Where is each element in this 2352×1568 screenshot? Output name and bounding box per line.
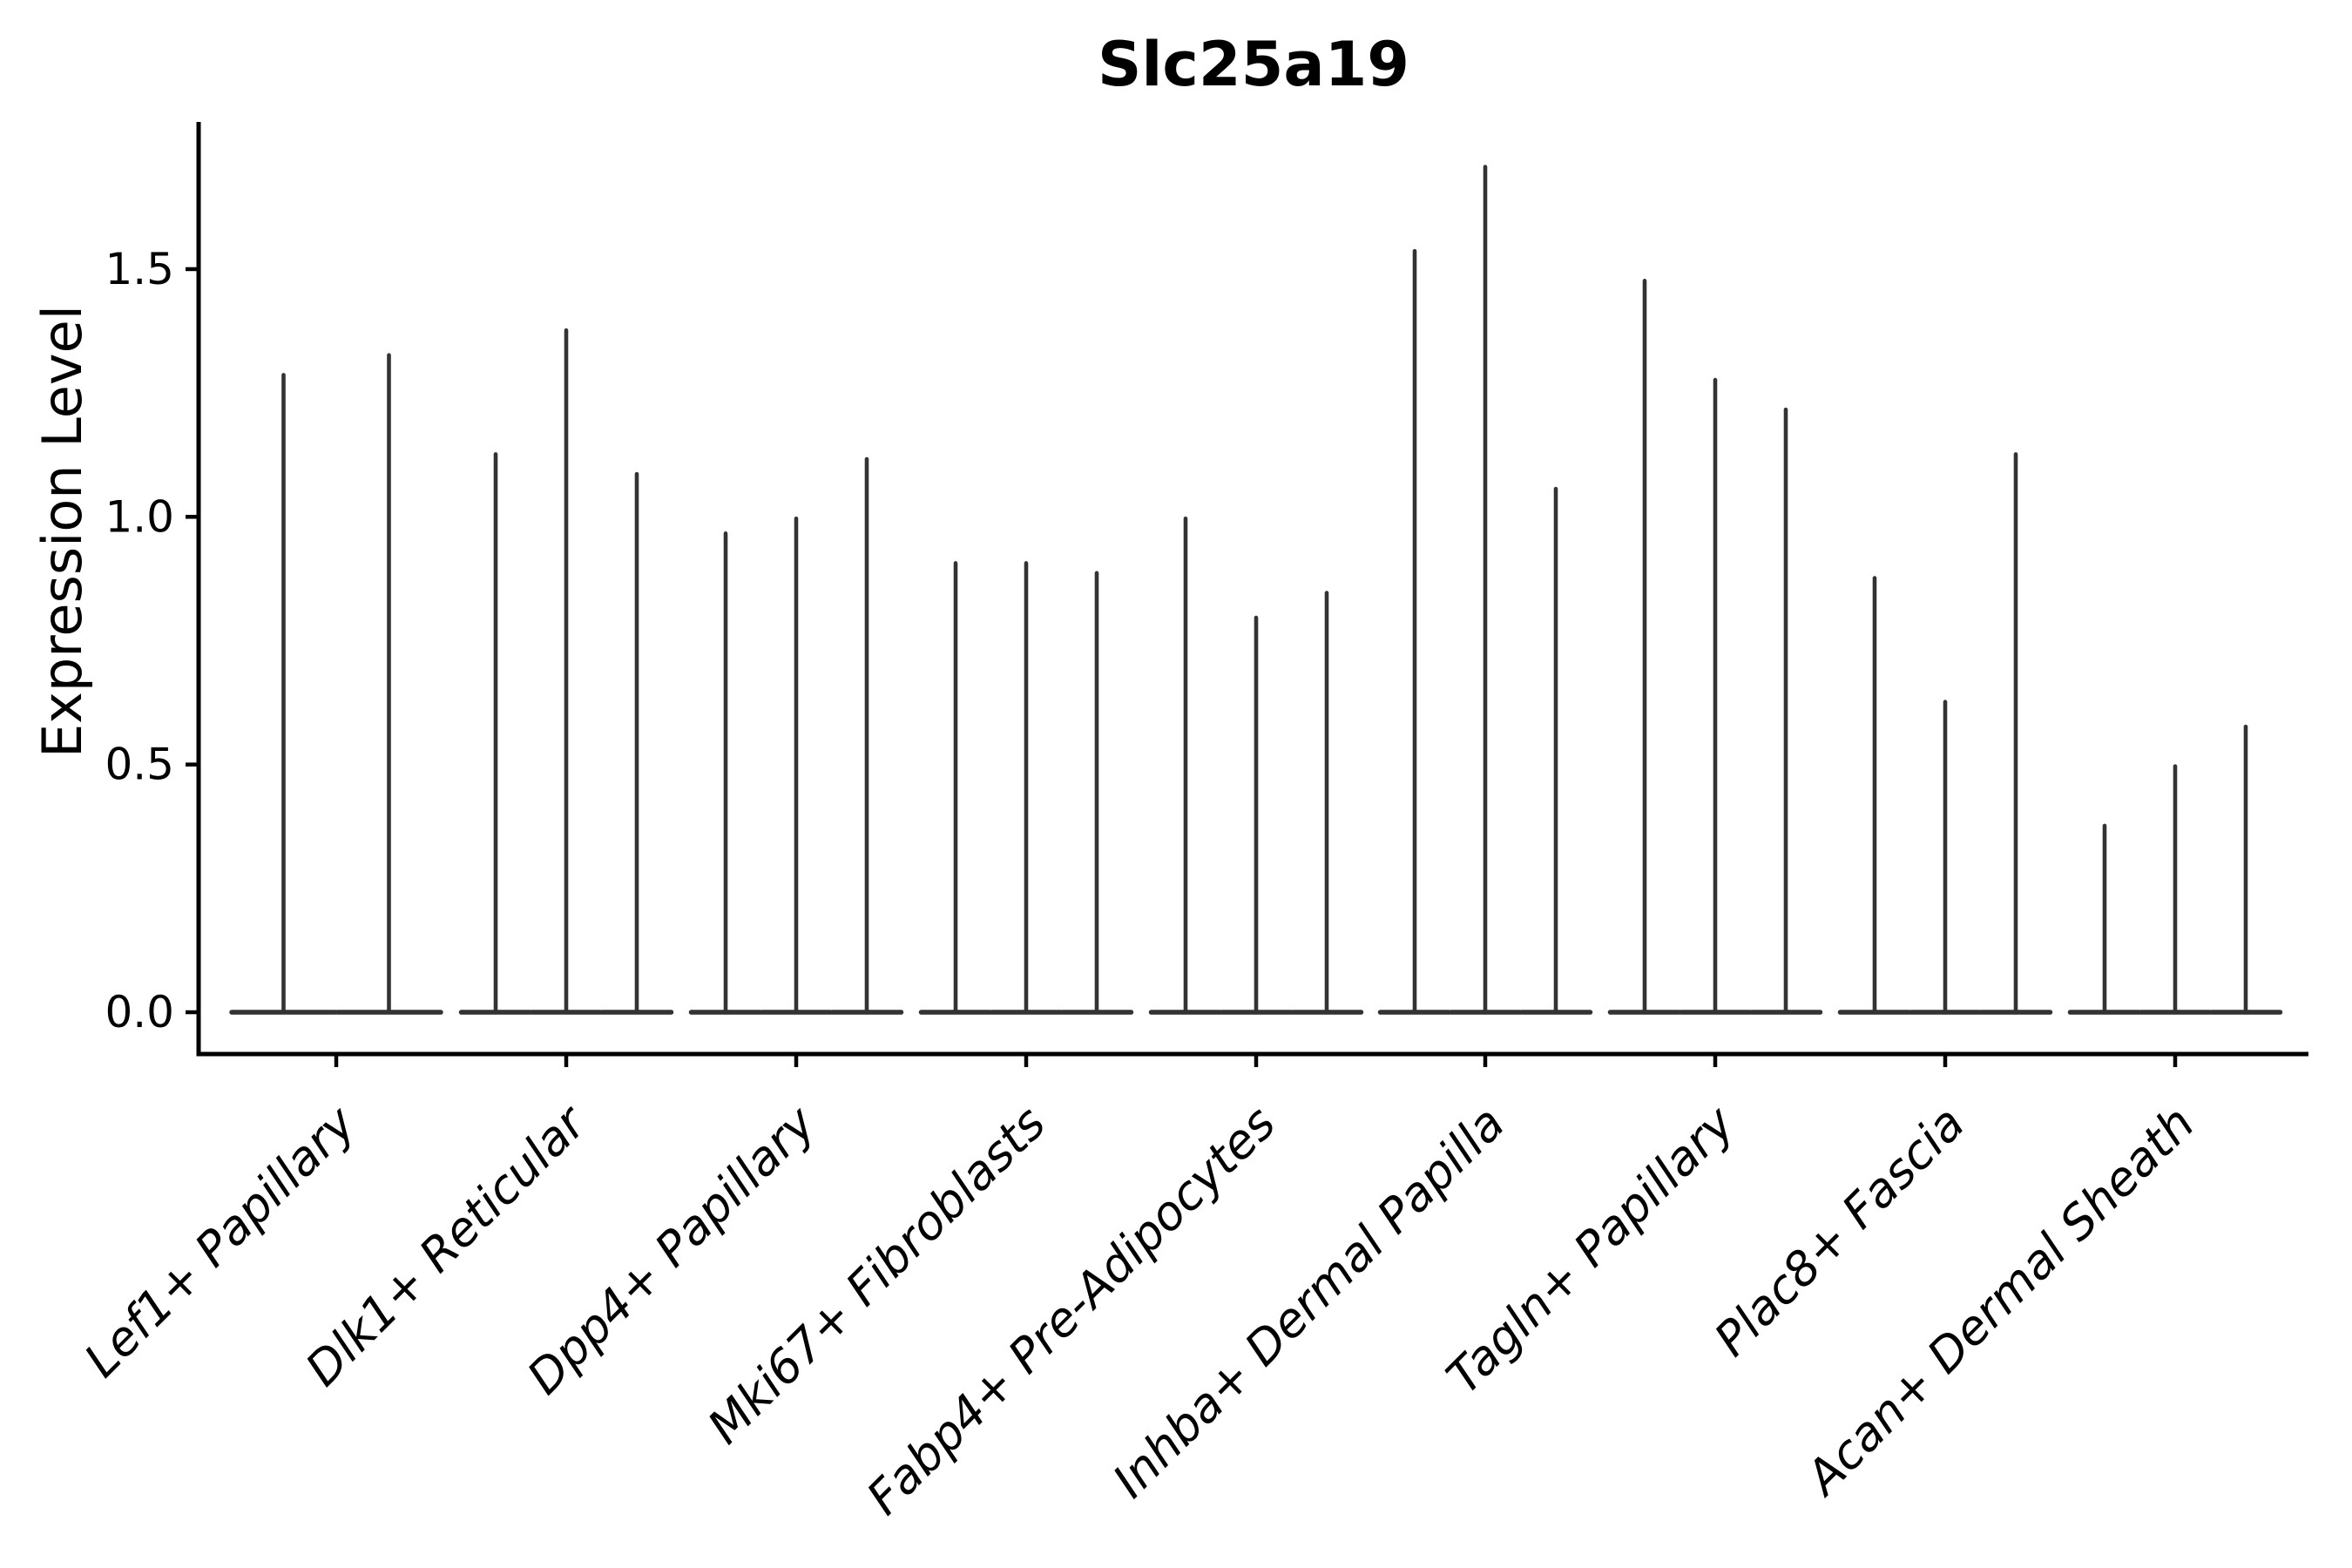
x-category-label: Fabp4+ Pre-Adipocytes	[856, 1096, 1286, 1525]
x-category-label: Plac8+ Fascia	[1704, 1096, 1975, 1367]
chart-title: Slc25a19	[1098, 29, 1409, 100]
y-tick-label: 0.5	[105, 740, 174, 790]
y-tick-label: 0.0	[105, 987, 174, 1037]
x-category-label: Acan+ Dermal Sheath	[1794, 1096, 2205, 1507]
y-axis-label: Expression Level	[30, 305, 94, 758]
y-tick-label: 1.0	[105, 491, 174, 542]
x-category-label: Inhba+ Dermal Papilla	[1102, 1096, 1515, 1509]
y-tick-label: 1.5	[105, 244, 174, 294]
